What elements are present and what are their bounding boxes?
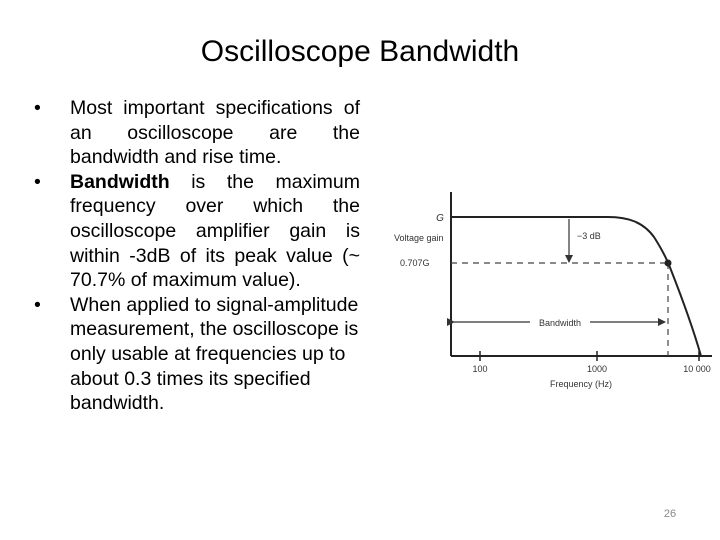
bullet-dot-icon: • xyxy=(34,293,41,316)
bullet-dot-icon: • xyxy=(34,97,41,119)
bullet-dot-icon: • xyxy=(34,170,41,193)
minus-3db-label: −3 dB xyxy=(577,231,601,241)
g707-label: 0.707G xyxy=(400,258,430,268)
bullet-text-group: Bandwidth is the maximum frequency over … xyxy=(70,170,360,293)
x-tick-label-100: 100 xyxy=(472,364,487,374)
bullet-text: When applied to signal-amplitude measure… xyxy=(70,293,359,415)
bandwidth-figure: G Voltage gain 0.707G −3 dB Bandwidth 10… xyxy=(394,192,712,389)
x-tick-label-1000: 1000 xyxy=(587,364,607,374)
g-label: G xyxy=(436,213,444,224)
cutoff-point xyxy=(664,259,672,267)
frequency-response-curve xyxy=(451,216,702,357)
bullet-bold-term: Bandwidth xyxy=(70,170,170,193)
x-tick-label-10000: 10 000 xyxy=(683,364,711,374)
bullet-text: is the maximum frequency over which the … xyxy=(70,170,360,292)
slide-title: Oscilloscope Bandwidth xyxy=(200,35,520,68)
bullet-item: • When applied to signal-amplitude measu… xyxy=(34,293,360,416)
bandwidth-label-bg xyxy=(530,314,590,330)
bullet-list: • Most important specifications of an os… xyxy=(34,96,360,416)
bandwidth-label: Bandwidth xyxy=(539,318,581,328)
page-number: 26 xyxy=(663,508,677,520)
x-axis-label: Frequency (Hz) xyxy=(550,379,612,389)
bullet-item: • Most important specifications of an os… xyxy=(34,96,360,170)
bullet-text: Most important specifications of an osci… xyxy=(70,97,360,169)
y-axis-label: Voltage gain xyxy=(394,233,444,243)
bullet-item: • Bandwidth is the maximum frequency ove… xyxy=(34,170,360,293)
